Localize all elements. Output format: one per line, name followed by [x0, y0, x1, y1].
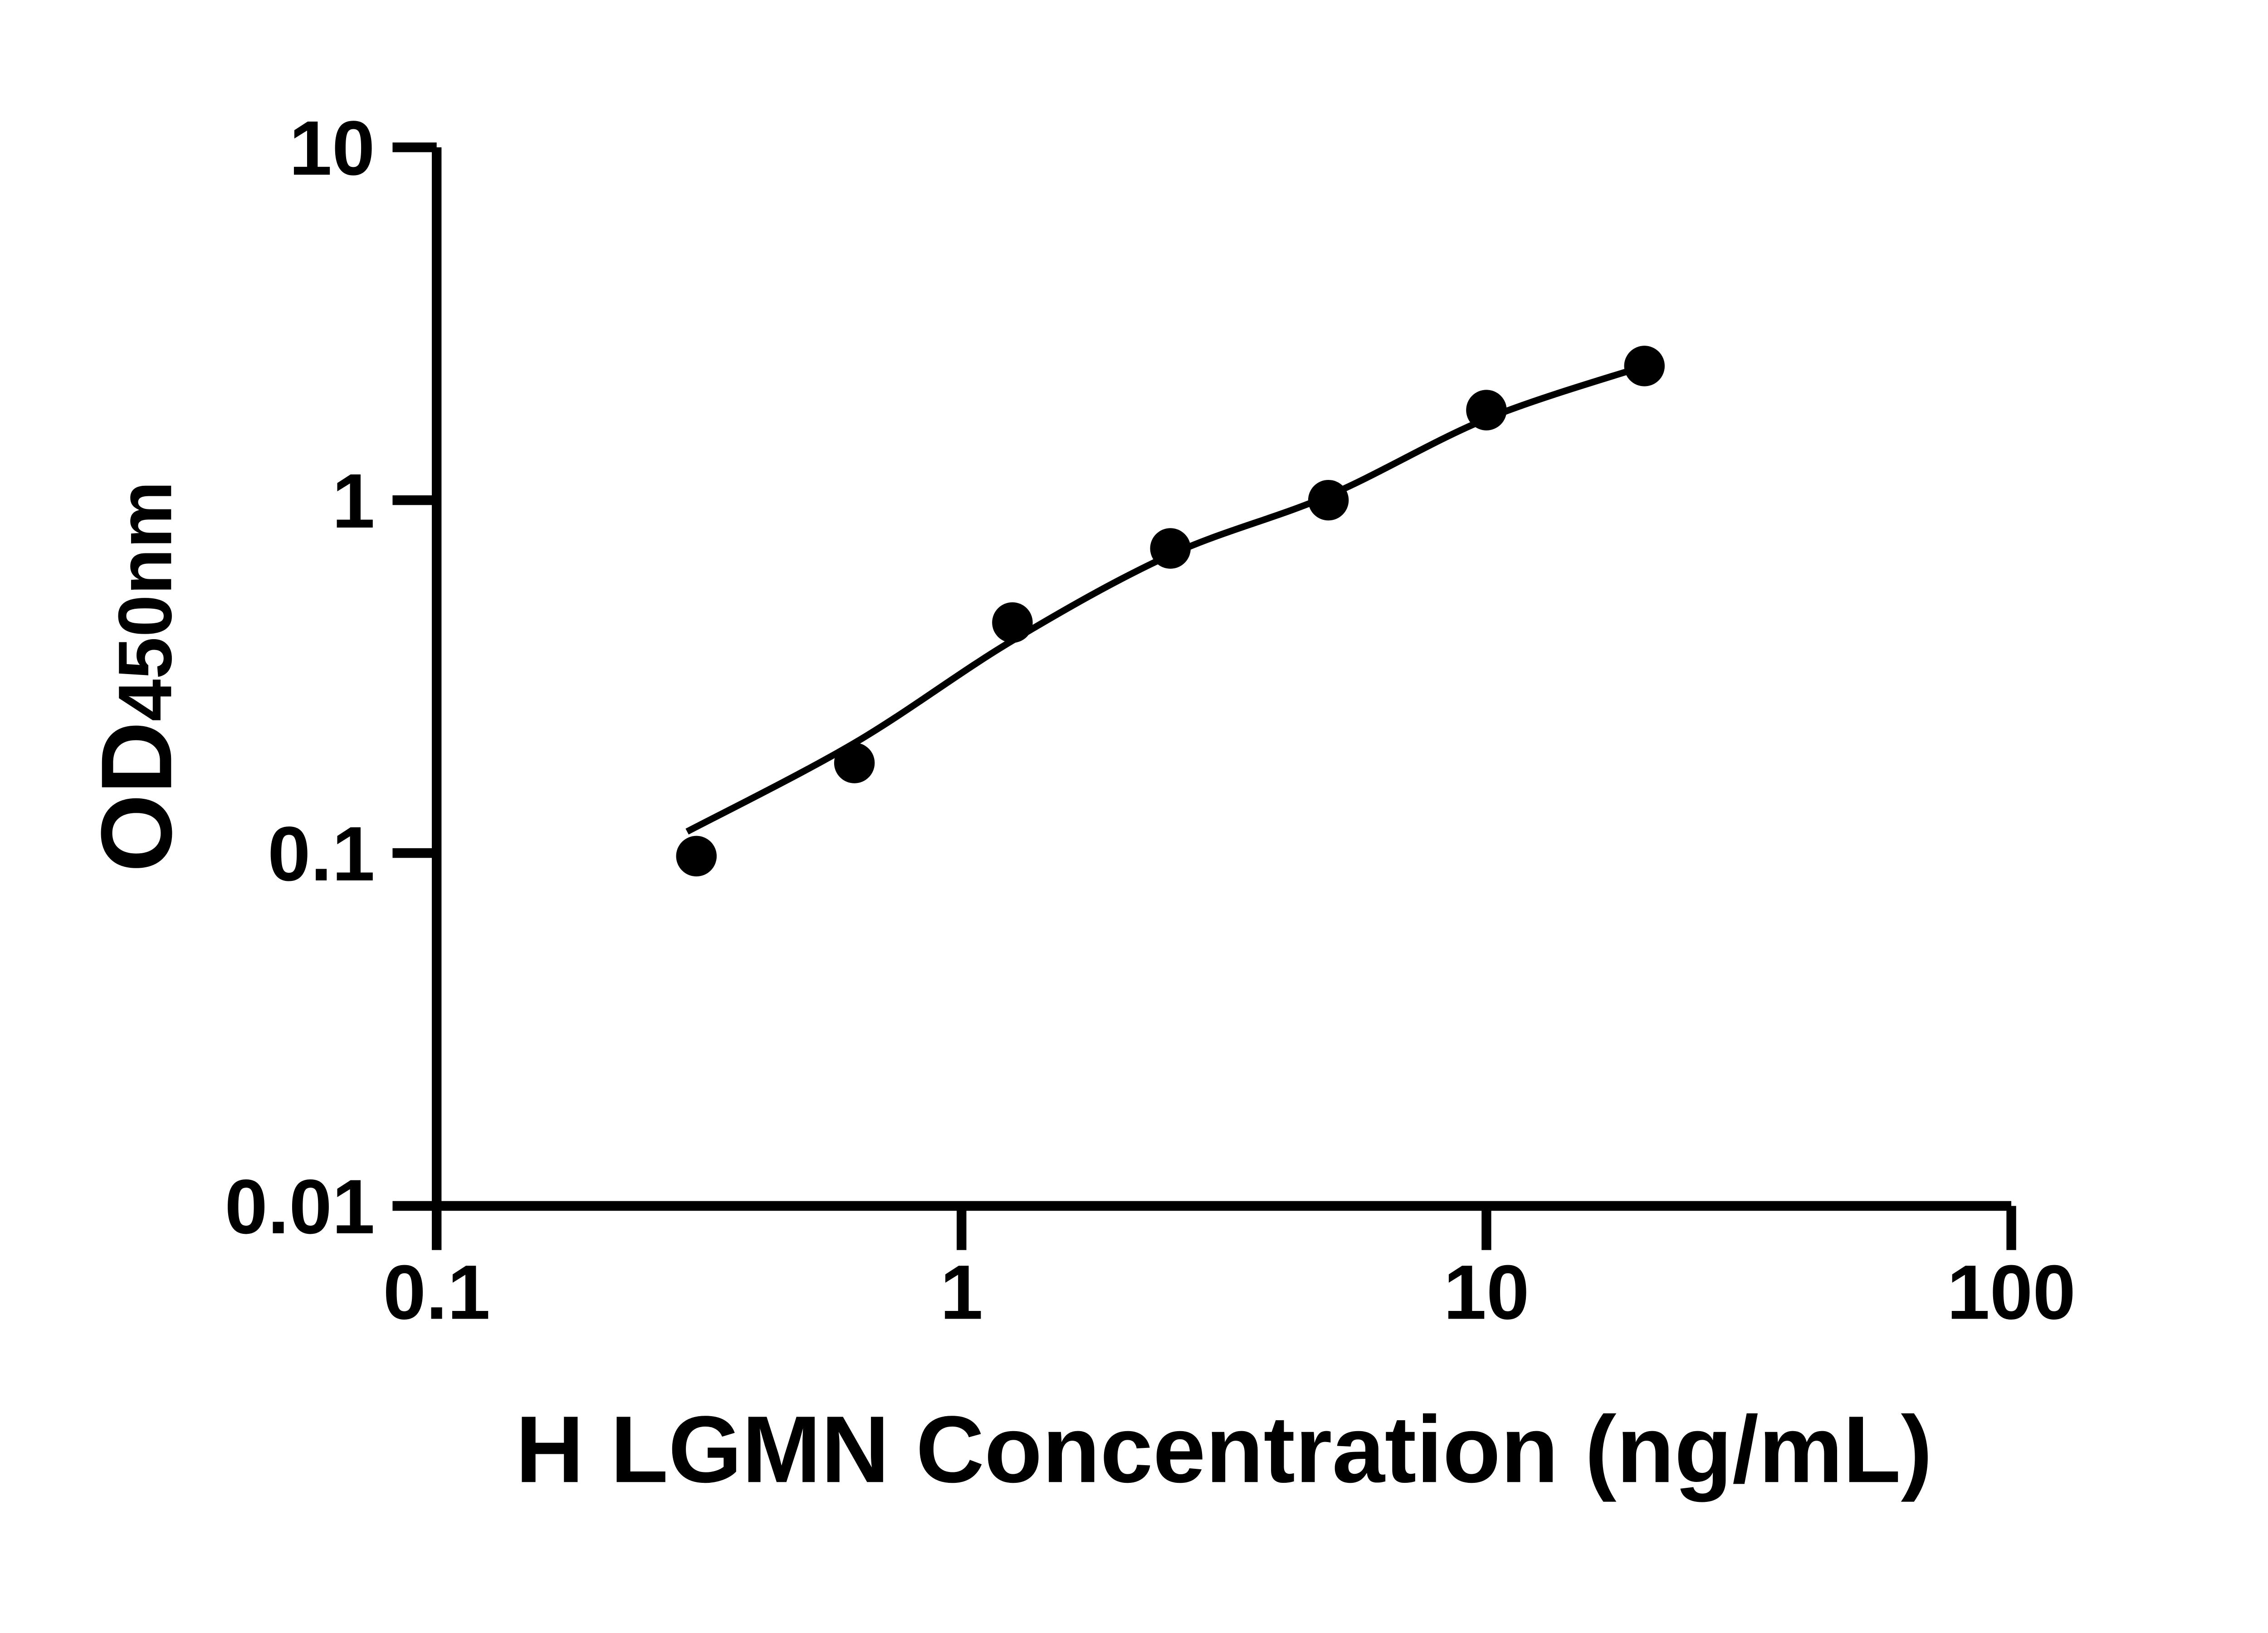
data-point	[834, 743, 875, 783]
y-tick-label: 0.01	[225, 1164, 375, 1250]
y-axis-title: OD450nm	[80, 481, 192, 872]
y-axis-title-main: OD	[80, 721, 192, 872]
x-tick-label: 100	[1947, 1249, 2076, 1335]
data-point	[1466, 390, 1507, 430]
x-tick-label: 1	[940, 1249, 983, 1335]
y-tick-label: 0.1	[268, 811, 375, 897]
y-tick-label: 10	[289, 105, 375, 191]
data-point	[992, 602, 1033, 643]
elisa-standard-curve-figure: 0.01 0.1 1 10 0.1 1 10 100 H LGMN Concentration …	[80, 105, 2076, 1503]
fit-curve-line	[685, 362, 1646, 835]
y-tick-label: 1	[332, 458, 375, 544]
axis-spine	[431, 147, 2012, 1211]
x-tick-label: 0.1	[383, 1249, 490, 1335]
x-axis-title: H LGMN Concentration (ng/mL)	[515, 1397, 1932, 1502]
x-tick-label: 10	[1443, 1249, 1529, 1335]
data-point	[1624, 346, 1665, 386]
data-point	[1308, 479, 1349, 521]
data-point	[676, 836, 717, 877]
y-axis-title-subscript: 450nm	[103, 481, 187, 721]
data-point	[1150, 528, 1191, 569]
